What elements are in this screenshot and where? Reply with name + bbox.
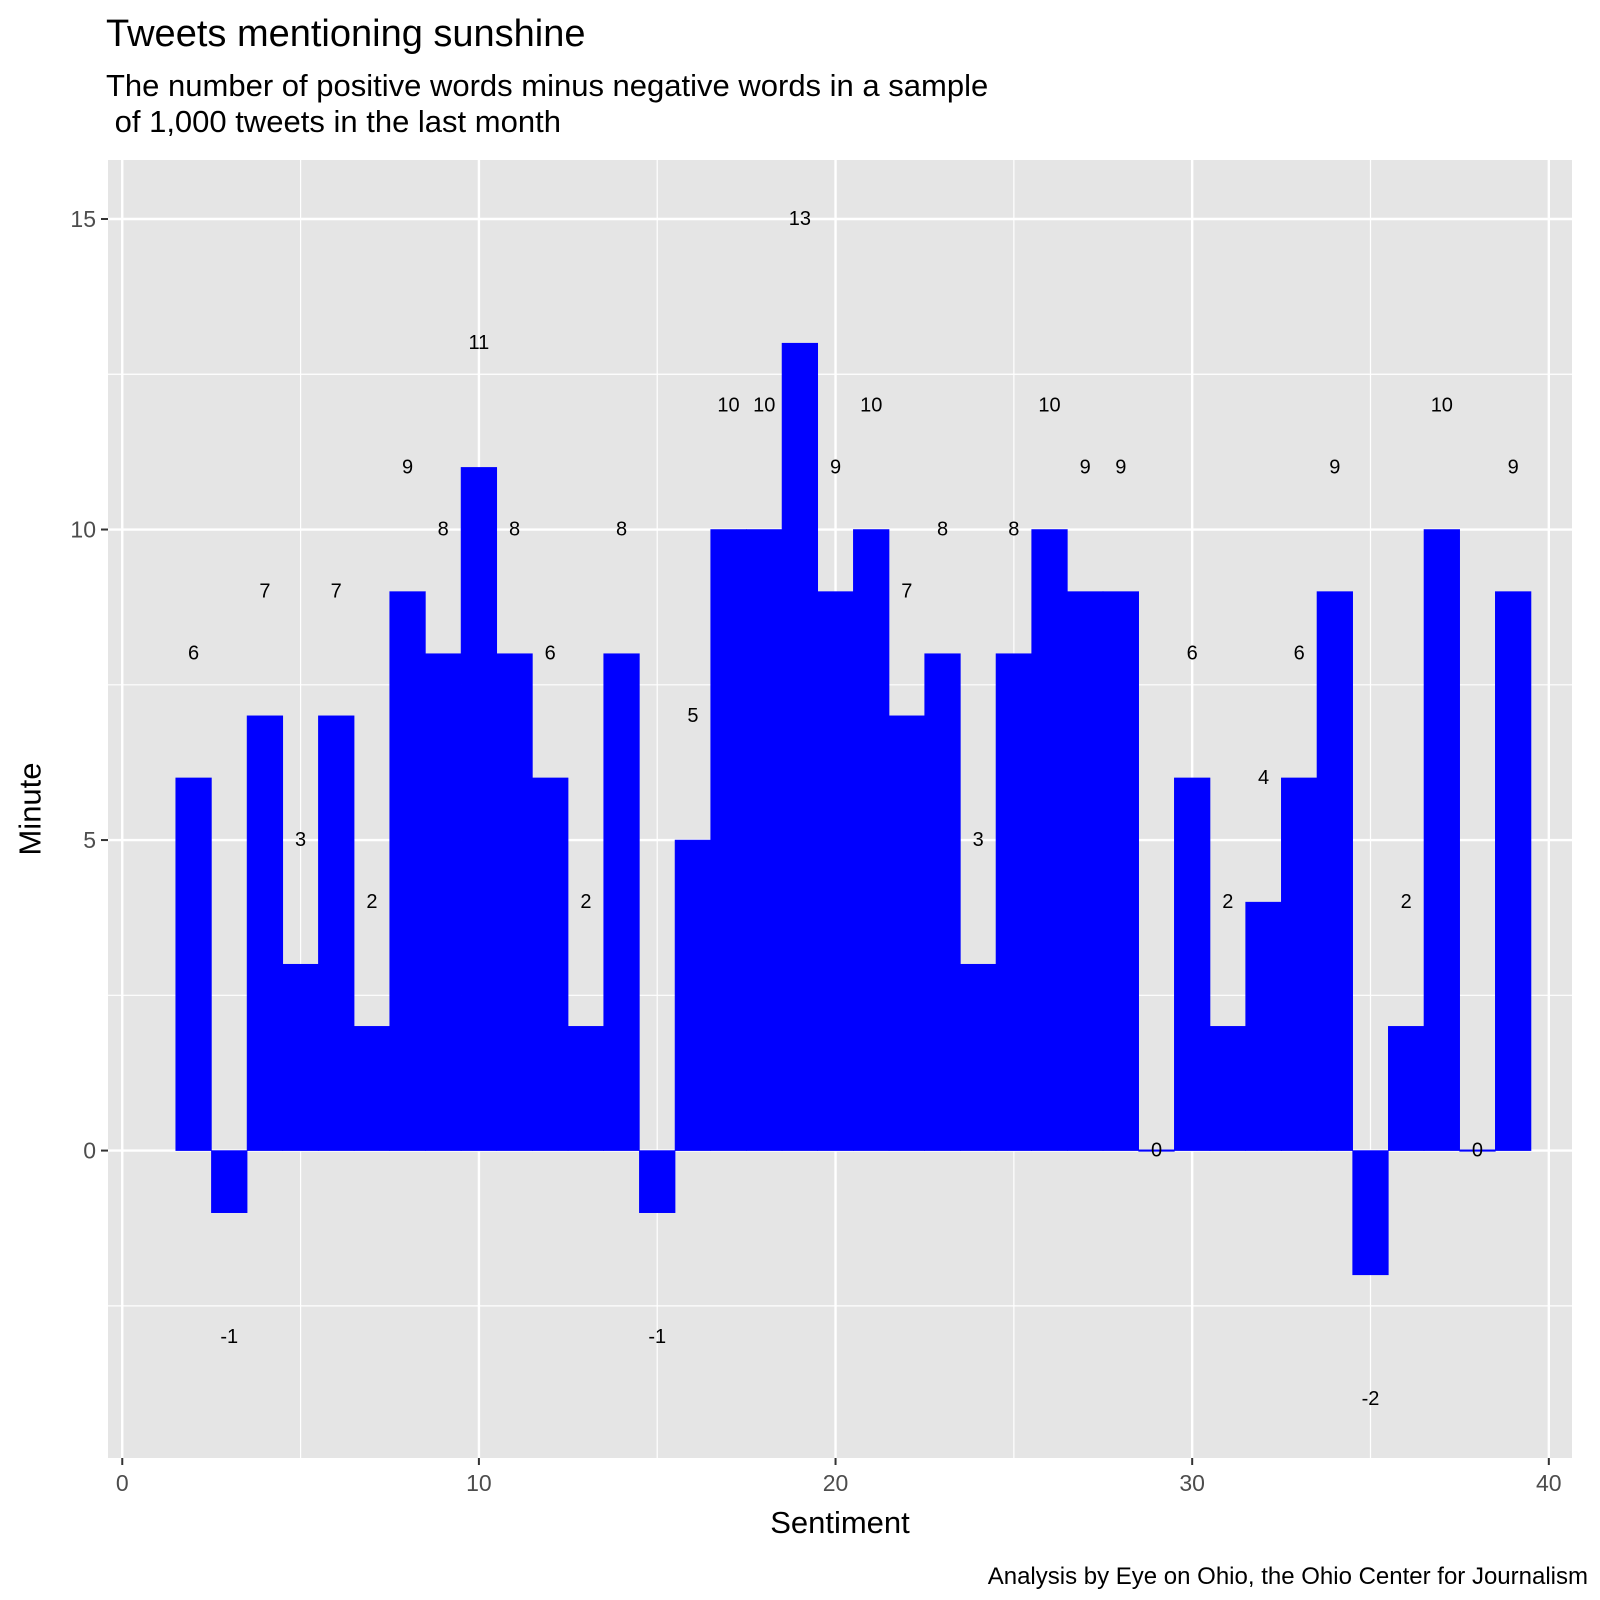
data-label: 10 — [1038, 394, 1060, 416]
y-tick-label: 0 — [83, 1138, 96, 1164]
bar — [995, 653, 1032, 1151]
data-label: 3 — [295, 829, 306, 851]
bar — [389, 591, 426, 1151]
x-axis-title: Sentiment — [770, 1505, 910, 1540]
chart-title: Tweets mentioning sunshine — [106, 13, 586, 55]
bar — [888, 715, 926, 1151]
bar — [532, 777, 569, 1151]
bar — [1209, 1026, 1246, 1151]
bar — [960, 963, 997, 1151]
bar — [1067, 591, 1104, 1151]
data-label: -1 — [648, 1326, 666, 1348]
y-tick-label: 10 — [70, 517, 96, 543]
bar — [924, 653, 961, 1151]
data-label: 10 — [717, 394, 739, 416]
bars — [175, 342, 1532, 1276]
data-label: 13 — [789, 208, 811, 230]
bar — [1245, 901, 1282, 1151]
bar — [853, 529, 890, 1151]
bar — [603, 653, 640, 1151]
x-tick-label: 40 — [1536, 1470, 1562, 1496]
bar — [425, 653, 462, 1151]
bar — [781, 342, 819, 1151]
data-label: -2 — [1362, 1388, 1380, 1410]
data-label: 8 — [509, 519, 520, 541]
bar — [1423, 529, 1460, 1151]
data-label: 2 — [580, 891, 591, 913]
data-label: 0 — [1472, 1140, 1483, 1162]
data-label: 9 — [1508, 456, 1519, 478]
data-label: 7 — [901, 581, 912, 603]
bar — [1281, 777, 1318, 1151]
data-label: 2 — [1222, 891, 1233, 913]
bar — [211, 1150, 248, 1213]
x-tick-label: 0 — [116, 1470, 129, 1496]
data-label: 9 — [830, 456, 841, 478]
data-label: 6 — [188, 643, 199, 665]
data-label: 3 — [973, 829, 984, 851]
data-label: 5 — [687, 705, 698, 727]
bar — [1316, 591, 1353, 1151]
data-label: 6 — [545, 643, 556, 665]
data-label: 8 — [438, 519, 449, 541]
bar — [246, 715, 284, 1151]
y-axis: 0 5 10 15 — [70, 206, 108, 1164]
bar — [1031, 529, 1068, 1151]
data-label: 2 — [366, 891, 377, 913]
data-label: 0 — [1151, 1140, 1162, 1162]
data-label: 6 — [1294, 643, 1305, 665]
bar — [1352, 1150, 1389, 1276]
y-tick-label: 15 — [70, 206, 96, 232]
data-label: 9 — [402, 456, 413, 478]
y-axis-title: Minute — [13, 762, 48, 855]
chart-subtitle: The number of positive words minus negat… — [106, 68, 989, 139]
chart-caption: Analysis by Eye on Ohio, the Ohio Center… — [987, 1563, 1588, 1590]
bar — [1495, 591, 1532, 1151]
bar — [567, 1026, 605, 1151]
x-tick-label: 20 — [823, 1470, 849, 1496]
x-axis: 0 10 20 30 40 — [116, 1458, 1562, 1496]
bar — [1174, 777, 1211, 1151]
data-label: 10 — [1431, 394, 1453, 416]
bar — [639, 1150, 676, 1213]
bar — [746, 529, 783, 1151]
bar — [318, 715, 355, 1151]
x-tick-label: 10 — [466, 1470, 492, 1496]
data-label: 6 — [1187, 643, 1198, 665]
data-label: -1 — [220, 1326, 238, 1348]
bar — [175, 777, 212, 1151]
data-label: 8 — [616, 519, 627, 541]
data-label: 7 — [331, 581, 342, 603]
data-labels: 6 -1 7 3 7 2 9 8 11 8 6 2 8 -1 5 10 10 13 9 10 7 8 3 8 10 9 9 0 6 2 4 6… — [188, 208, 1519, 1410]
bar — [496, 653, 533, 1151]
bar — [282, 963, 319, 1151]
bar — [353, 1026, 391, 1151]
bar — [674, 839, 712, 1151]
data-label: 2 — [1401, 891, 1412, 913]
bar — [710, 529, 747, 1151]
data-label: 9 — [1115, 456, 1126, 478]
data-label: 9 — [1329, 456, 1340, 478]
data-label: 4 — [1258, 767, 1269, 789]
bar — [1388, 1026, 1425, 1151]
data-label: 11 — [469, 332, 490, 354]
data-label: 7 — [259, 581, 270, 603]
data-label: 8 — [937, 519, 948, 541]
bar — [817, 591, 854, 1151]
x-tick-label: 30 — [1179, 1470, 1205, 1496]
data-label: 9 — [1080, 456, 1091, 478]
data-label: 10 — [753, 394, 775, 416]
bar — [460, 467, 498, 1151]
data-label: 8 — [1008, 519, 1019, 541]
data-label: 10 — [860, 394, 882, 416]
bar — [1102, 591, 1139, 1151]
y-tick-label: 5 — [83, 827, 96, 853]
